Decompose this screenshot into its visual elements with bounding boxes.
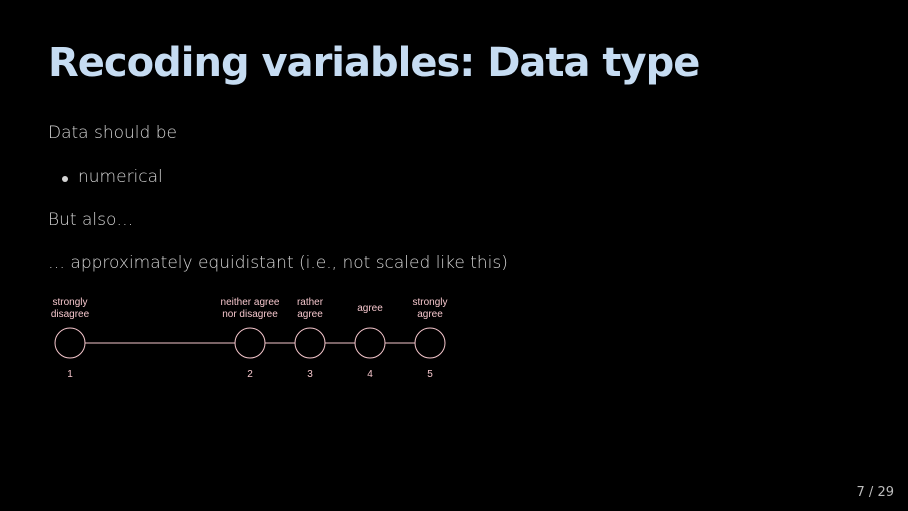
but-also-text: But also… [48,210,134,230]
scale-node-circle [234,327,266,359]
scale-node-label: nor disagree [222,309,278,320]
scale-node-label: agree [417,309,443,320]
equidistant-text: … approximately equidistant (i.e., not s… [48,253,508,273]
scale-node-value: 3 [307,369,313,380]
bullet-list: numerical [60,167,163,187]
scale-node-circle [414,327,446,359]
scale-node-circle [354,327,386,359]
scale-node-value: 4 [367,369,373,380]
scale-node-label: agree [297,309,323,320]
scale-node-label: rather [297,297,324,308]
slide-title: Recoding variables: Data type [48,40,700,86]
scale-node-label: strongly [412,297,447,308]
scale-node-label: disagree [51,309,90,320]
page-number: 7 / 29 [856,485,894,500]
scale-node-circle [294,327,326,359]
scale-node-label: strongly [52,297,87,308]
scale-node-value: 5 [427,369,433,380]
scale-node-value: 2 [247,369,253,380]
bullet-item: numerical [60,167,163,187]
scale-node-label: agree [357,303,383,314]
scale-node-label: neither agree [221,297,280,308]
scale-node-value: 1 [67,369,73,380]
intro-text: Data should be [48,123,177,143]
scale-node-circle [54,327,86,359]
